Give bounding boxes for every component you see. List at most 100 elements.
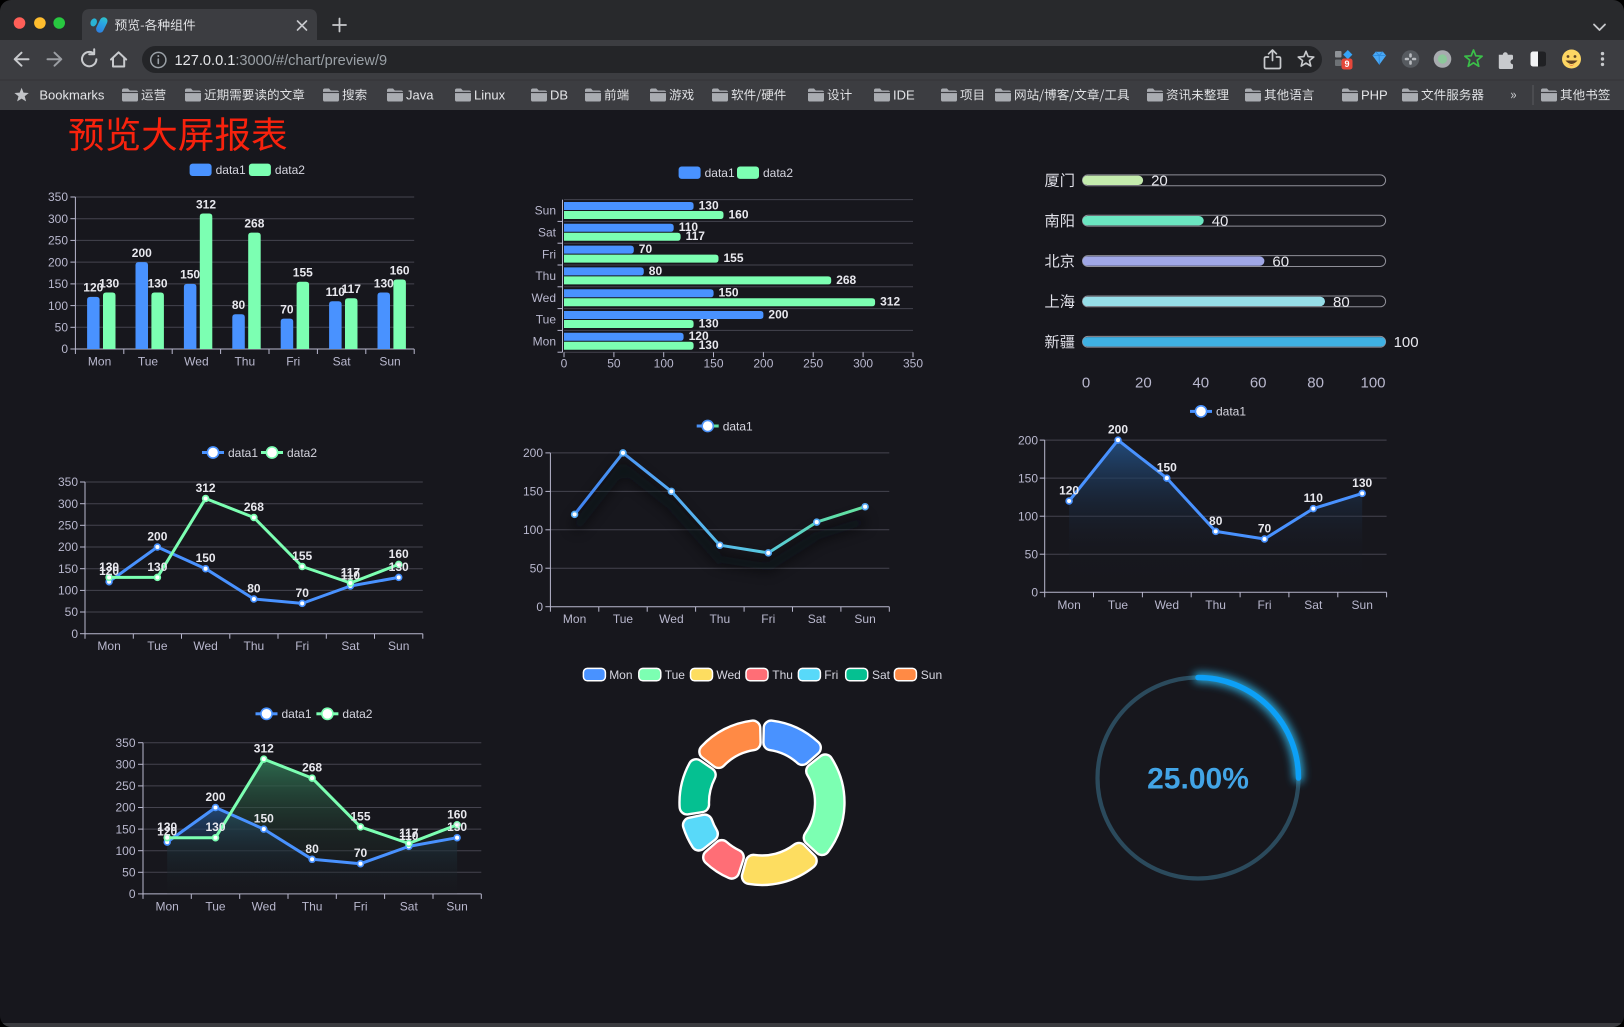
svg-text:40: 40 [1212,213,1229,230]
svg-text:120: 120 [83,281,103,295]
svg-text:110: 110 [679,220,699,234]
svg-text:50: 50 [55,321,69,335]
svg-text:data2: data2 [342,707,372,721]
svg-text:data2: data2 [287,446,317,460]
svg-text:150: 150 [254,812,274,826]
svg-text:70: 70 [354,846,368,860]
svg-text:120: 120 [1059,484,1079,498]
svg-text:DB: DB [550,87,568,102]
svg-text:data1: data1 [282,707,312,721]
svg-text:data1: data1 [228,446,258,460]
svg-text:Sun: Sun [535,204,556,218]
svg-text:80: 80 [247,582,261,596]
svg-text:300: 300 [115,758,135,772]
svg-text:250: 250 [48,234,68,248]
svg-text:200: 200 [115,801,135,815]
svg-text:20: 20 [1135,375,1152,392]
svg-text:0: 0 [1082,375,1090,392]
svg-text:350: 350 [58,475,78,489]
svg-text:data1: data1 [216,163,246,177]
svg-text:268: 268 [244,500,264,514]
svg-text:300: 300 [853,357,873,371]
svg-text:130: 130 [389,560,409,574]
svg-text:Fri: Fri [286,355,300,369]
svg-text:80: 80 [1333,294,1350,311]
svg-text:80: 80 [649,264,663,278]
svg-text:Wed: Wed [1155,598,1179,612]
svg-text:Thu: Thu [535,269,556,283]
svg-text:Sat: Sat [341,639,360,653]
svg-text:130: 130 [447,820,467,834]
svg-text:200: 200 [1018,433,1038,447]
svg-text:9: 9 [1344,59,1349,69]
svg-text:200: 200 [132,246,152,260]
svg-text:40: 40 [1192,375,1209,392]
svg-text:Sun: Sun [921,668,942,682]
svg-text:150: 150 [1157,461,1177,475]
svg-text:Mon: Mon [563,612,586,626]
svg-text:130: 130 [699,338,719,352]
svg-text:200: 200 [753,357,773,371]
svg-text:Fri: Fri [824,668,838,682]
svg-text:312: 312 [880,295,900,309]
svg-text:70: 70 [1258,522,1272,536]
svg-text:127.0.0.1:3000/#/chart/preview: 127.0.0.1:3000/#/chart/preview/9 [175,53,388,69]
svg-text:50: 50 [607,357,621,371]
svg-text:350: 350 [48,190,68,204]
svg-text:Thu: Thu [302,900,323,914]
svg-text:60: 60 [1250,375,1267,392]
svg-text:250: 250 [58,519,78,533]
svg-text:data2: data2 [275,163,305,177]
svg-text:Tue: Tue [138,355,159,369]
svg-text:110: 110 [326,285,346,299]
svg-text:Sun: Sun [379,355,400,369]
svg-text:Thu: Thu [772,668,793,682]
svg-text:268: 268 [302,761,322,775]
svg-text:25.00%: 25.00% [1147,763,1249,796]
svg-text:50: 50 [122,866,136,880]
svg-text:Sat: Sat [808,612,827,626]
svg-text:200: 200 [48,255,68,269]
svg-text:155: 155 [350,809,370,823]
svg-text:155: 155 [292,549,312,563]
svg-text:130: 130 [147,560,167,574]
svg-text:117: 117 [341,566,361,580]
svg-text:150: 150 [703,357,723,371]
svg-text:117: 117 [399,826,419,840]
svg-text:300: 300 [58,497,78,511]
svg-text:117: 117 [686,229,706,243]
svg-text:0: 0 [71,627,78,641]
svg-text:Thu: Thu [709,612,730,626]
svg-text:100: 100 [1360,375,1385,392]
svg-text:Tue: Tue [205,900,226,914]
svg-text:Thu: Thu [1205,598,1226,612]
svg-text:Sat: Sat [1304,598,1323,612]
svg-text:155: 155 [293,266,313,280]
svg-text:IDE: IDE [893,87,915,102]
svg-text:20: 20 [1151,173,1168,190]
svg-text:70: 70 [296,586,310,600]
svg-text:150: 150 [523,485,543,499]
svg-text:130: 130 [99,560,119,574]
svg-text:data1: data1 [723,419,753,433]
svg-text:Tue: Tue [665,668,686,682]
svg-text:Fri: Fri [354,900,368,914]
svg-text:50: 50 [1025,548,1039,562]
svg-text:0: 0 [129,887,136,901]
svg-text:data2: data2 [763,166,793,180]
svg-text:Sun: Sun [446,900,467,914]
svg-text:200: 200 [768,307,788,321]
svg-text:Sat: Sat [333,355,352,369]
svg-text:100: 100 [523,523,543,537]
svg-text:80: 80 [1307,375,1324,392]
svg-text:100: 100 [1394,334,1419,351]
svg-text:160: 160 [447,807,467,821]
svg-text:Sun: Sun [854,612,875,626]
svg-text:Tue: Tue [1108,598,1129,612]
svg-text:Tue: Tue [147,639,168,653]
svg-text:Sat: Sat [538,226,557,240]
svg-text:150: 150 [1018,471,1038,485]
svg-text:70: 70 [639,242,653,256]
svg-text:50: 50 [530,562,544,576]
svg-text:160: 160 [390,263,410,277]
